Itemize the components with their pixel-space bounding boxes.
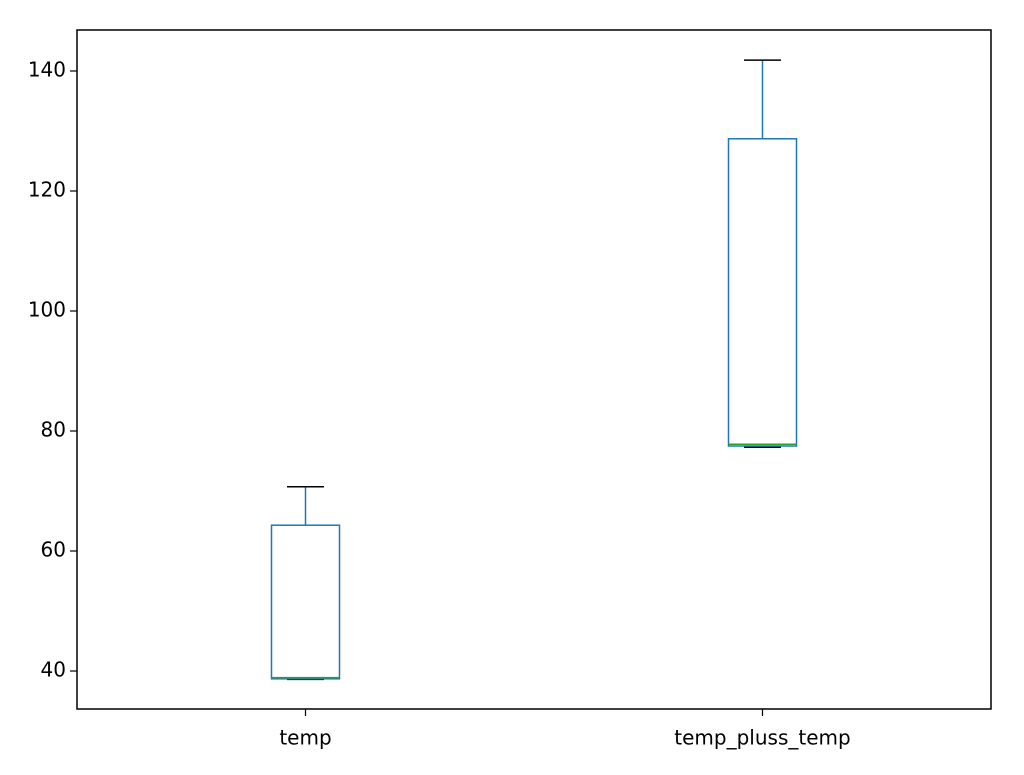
y-tick-label: 60 [41,538,66,562]
y-tick-label: 140 [28,57,66,81]
x-tick-label: temp [279,726,331,750]
box [727,138,798,447]
y-tick-label: 40 [41,658,66,682]
x-tick-label: temp_pluss_temp [674,726,850,750]
box [270,524,341,680]
y-tick-label: 100 [28,297,66,321]
y-tick-label: 120 [28,177,66,201]
plot-frame [76,29,992,710]
y-tick-label: 80 [41,418,66,442]
